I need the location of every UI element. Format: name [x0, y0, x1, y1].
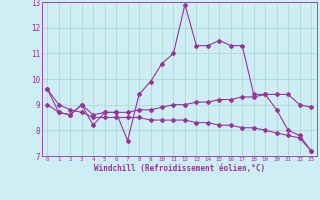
X-axis label: Windchill (Refroidissement éolien,°C): Windchill (Refroidissement éolien,°C) — [94, 164, 265, 173]
